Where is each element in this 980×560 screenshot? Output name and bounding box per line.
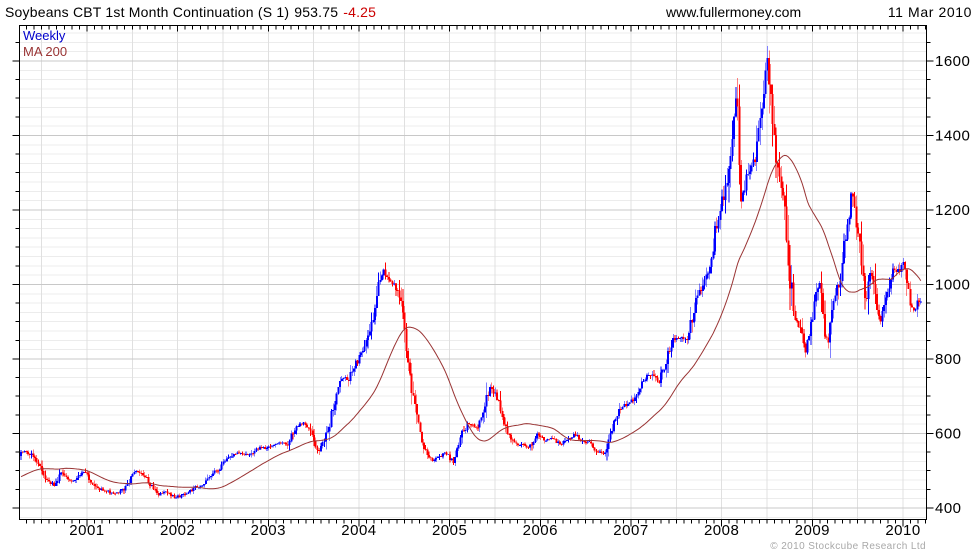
x-axis-labels: 2001 2002 2003 2004 2005 2006 2007 2008 2009 2010 xyxy=(69,522,920,539)
svg-text:2005: 2005 xyxy=(432,522,467,539)
grid-major-horizontal xyxy=(19,60,927,509)
svg-text:2003: 2003 xyxy=(251,522,286,539)
legend-ma200: MA 200 xyxy=(23,44,68,59)
svg-text:800: 800 xyxy=(935,351,962,368)
grid-minor-horizontal xyxy=(19,32,927,518)
copyright-notice: © 2010 Stockcube Research Ltd xyxy=(770,541,926,552)
last-price: 953.75 xyxy=(294,4,339,20)
chart-title: Soybeans CBT 1st Month Continuation (S 1… xyxy=(5,4,376,20)
svg-text:2007: 2007 xyxy=(613,522,648,539)
svg-text:1000: 1000 xyxy=(935,276,970,293)
svg-text:2002: 2002 xyxy=(160,522,195,539)
svg-text:2006: 2006 xyxy=(523,522,558,539)
svg-text:600: 600 xyxy=(935,425,962,442)
plot-border xyxy=(19,25,927,520)
svg-text:400: 400 xyxy=(935,500,962,517)
svg-text:2004: 2004 xyxy=(341,522,376,539)
svg-text:2001: 2001 xyxy=(69,522,104,539)
svg-text:2008: 2008 xyxy=(704,522,739,539)
instrument-name: Soybeans CBT 1st Month Continuation (S 1… xyxy=(5,4,290,20)
svg-text:1600: 1600 xyxy=(935,53,970,70)
price-change: -4.25 xyxy=(343,4,377,20)
svg-text:1200: 1200 xyxy=(935,202,970,219)
price-bars xyxy=(20,46,922,499)
grid-vertical xyxy=(41,25,904,520)
ma-200-line xyxy=(20,154,922,490)
y-axis-labels: 400 600 800 1000 1200 1400 1600 xyxy=(935,53,970,517)
svg-text:2009: 2009 xyxy=(795,522,830,539)
axis-ticks xyxy=(12,25,934,527)
svg-text:1400: 1400 xyxy=(935,127,970,144)
chart-date: 11 Mar 2010 xyxy=(887,4,972,20)
svg-text:2010: 2010 xyxy=(885,522,920,539)
website-url: www.fullermoney.com xyxy=(666,4,802,20)
legend-timeframe: Weekly xyxy=(23,28,66,43)
